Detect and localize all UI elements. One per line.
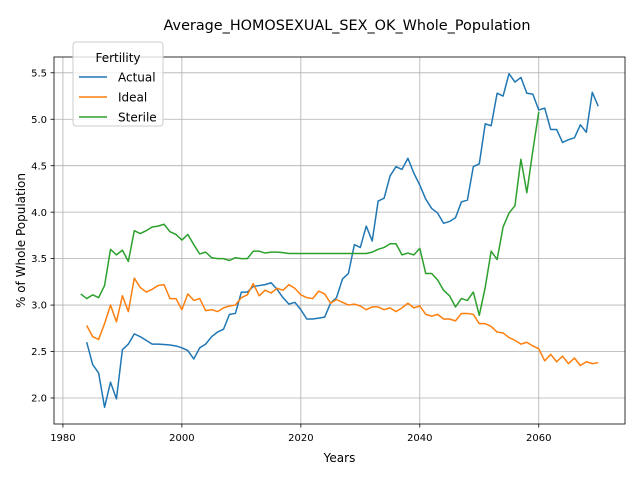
x-axis: 1980 2000 2020 2040 2060 [50, 424, 551, 444]
legend: Fertility Actual Ideal Sterile [72, 41, 164, 127]
y-axis: 2.0 2.5 3.0 3.5 4.0 4.5 5.0 5.5 [31, 68, 54, 405]
x-axis-label: Years [323, 451, 356, 465]
legend-frame [72, 41, 164, 127]
y-tick-label: 5.0 [31, 115, 47, 126]
x-tick-label: 1980 [50, 433, 75, 444]
legend-label-ideal: Ideal [118, 90, 147, 104]
series-line-ideal [86, 277, 599, 367]
legend-label-sterile: Sterile [118, 110, 157, 124]
legend-label-actual: Actual [118, 70, 156, 84]
y-tick-label: 2.5 [31, 347, 47, 358]
y-tick-label: 4.0 [31, 208, 47, 219]
series-line-sterile [80, 111, 540, 317]
y-tick-label: 3.0 [31, 301, 47, 312]
legend-title: Fertility [95, 51, 140, 65]
y-tick-label: 5.5 [31, 68, 47, 79]
series-line-actual [85, 72, 599, 409]
y-axis-label: % of Whole Population [14, 173, 28, 308]
plot-frame [53, 56, 626, 425]
y-tick-label: 3.5 [31, 254, 47, 265]
y-tick-label: 4.5 [31, 161, 47, 172]
x-tick-label: 2040 [407, 433, 432, 444]
x-tick-label: 2060 [526, 433, 551, 444]
legend-items: Actual Ideal Sterile [79, 70, 157, 124]
x-tick-label: 2000 [169, 433, 194, 444]
y-tick-label: 2.0 [31, 394, 47, 405]
chart-title: Average_HOMOSEXUAL_SEX_OK_Whole_Populati… [164, 18, 531, 34]
series-layer [80, 72, 599, 409]
x-tick-label: 2020 [288, 433, 313, 444]
